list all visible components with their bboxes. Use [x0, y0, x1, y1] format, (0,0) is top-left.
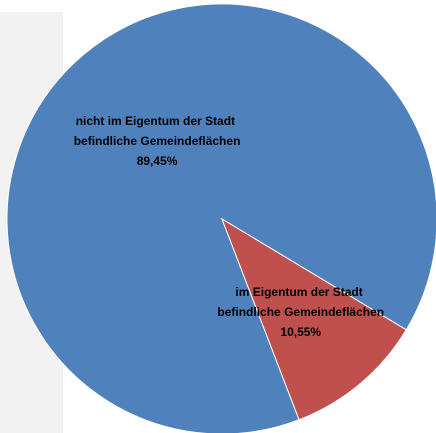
slice-value-label: 10,55% — [280, 325, 321, 339]
label-line: befindliche Gemeindeflächen — [217, 305, 384, 319]
label-line: im Eigentum der Stadt — [235, 285, 366, 299]
label-line: befindliche Gemeindeflächen — [74, 134, 241, 148]
slice-label: im Eigentum der Stadt befindliche Gemein… — [217, 285, 384, 319]
label-line: nicht im Eigentum der Stadt — [76, 114, 239, 128]
slice-label: nicht im Eigentum der Stadt befindliche … — [74, 114, 241, 148]
slice-value-label: 89,45% — [137, 154, 178, 168]
pie-slice — [221, 217, 407, 421]
